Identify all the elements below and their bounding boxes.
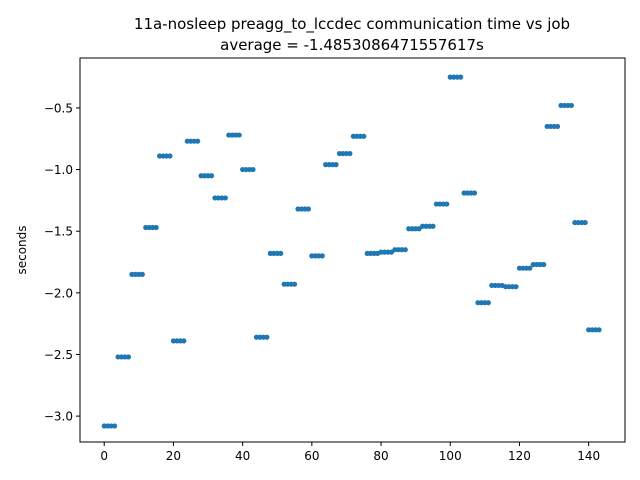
data-point bbox=[458, 74, 464, 80]
chart-title-line2: average = -1.4853086471557617s bbox=[220, 36, 484, 54]
chart-title-line1: 11a-nosleep preagg_to_lccdec communicati… bbox=[134, 15, 570, 34]
data-point bbox=[444, 201, 450, 207]
y-tick-label: −1.0 bbox=[44, 163, 73, 177]
data-point bbox=[485, 300, 491, 306]
x-tick-label: 40 bbox=[235, 449, 250, 463]
x-axis-ticks: 0 20 40 60 80 100 120 140 bbox=[100, 442, 600, 463]
x-tick-label: 140 bbox=[577, 449, 600, 463]
x-tick-label: 80 bbox=[373, 449, 388, 463]
data-point bbox=[347, 150, 353, 157]
y-tick-label: −3.0 bbox=[44, 410, 73, 424]
data-point bbox=[527, 265, 533, 271]
data-point bbox=[471, 190, 478, 196]
y-tick-label: −2.5 bbox=[44, 348, 73, 362]
data-point bbox=[125, 354, 132, 360]
y-axis-ticks: −3.0 −2.5 −2.0 −1.5 −1.0 −0.5 bbox=[44, 101, 80, 424]
data-point bbox=[402, 247, 408, 253]
data-point bbox=[596, 327, 602, 333]
scatter-points bbox=[101, 74, 602, 429]
data-point bbox=[278, 250, 284, 256]
y-axis-label: seconds bbox=[15, 225, 29, 274]
data-point bbox=[208, 173, 215, 179]
data-point bbox=[139, 271, 145, 277]
data-point bbox=[264, 334, 270, 340]
data-point bbox=[319, 253, 325, 259]
y-tick-label: −0.5 bbox=[44, 101, 73, 115]
data-point bbox=[167, 153, 173, 159]
y-tick-label: −1.5 bbox=[44, 225, 73, 239]
data-point bbox=[333, 162, 339, 168]
data-point bbox=[430, 223, 436, 229]
data-point bbox=[554, 123, 561, 130]
data-point bbox=[236, 132, 242, 138]
data-point bbox=[305, 206, 311, 212]
x-tick-label: 20 bbox=[166, 449, 181, 463]
data-point bbox=[153, 224, 159, 231]
data-point bbox=[568, 102, 574, 109]
x-tick-label: 0 bbox=[100, 449, 108, 463]
data-point bbox=[582, 219, 588, 226]
x-tick-label: 100 bbox=[439, 449, 462, 463]
data-point bbox=[112, 423, 118, 429]
x-tick-label: 60 bbox=[304, 449, 319, 463]
data-point bbox=[181, 338, 187, 344]
data-point bbox=[222, 195, 228, 201]
x-tick-label: 120 bbox=[508, 449, 531, 463]
data-point bbox=[195, 138, 201, 144]
data-point bbox=[541, 261, 547, 268]
data-point bbox=[291, 281, 298, 287]
data-point bbox=[513, 284, 519, 290]
data-point bbox=[361, 133, 367, 139]
y-tick-label: −2.0 bbox=[44, 286, 73, 300]
data-point bbox=[250, 166, 256, 173]
plot-area-frame bbox=[79, 57, 626, 443]
